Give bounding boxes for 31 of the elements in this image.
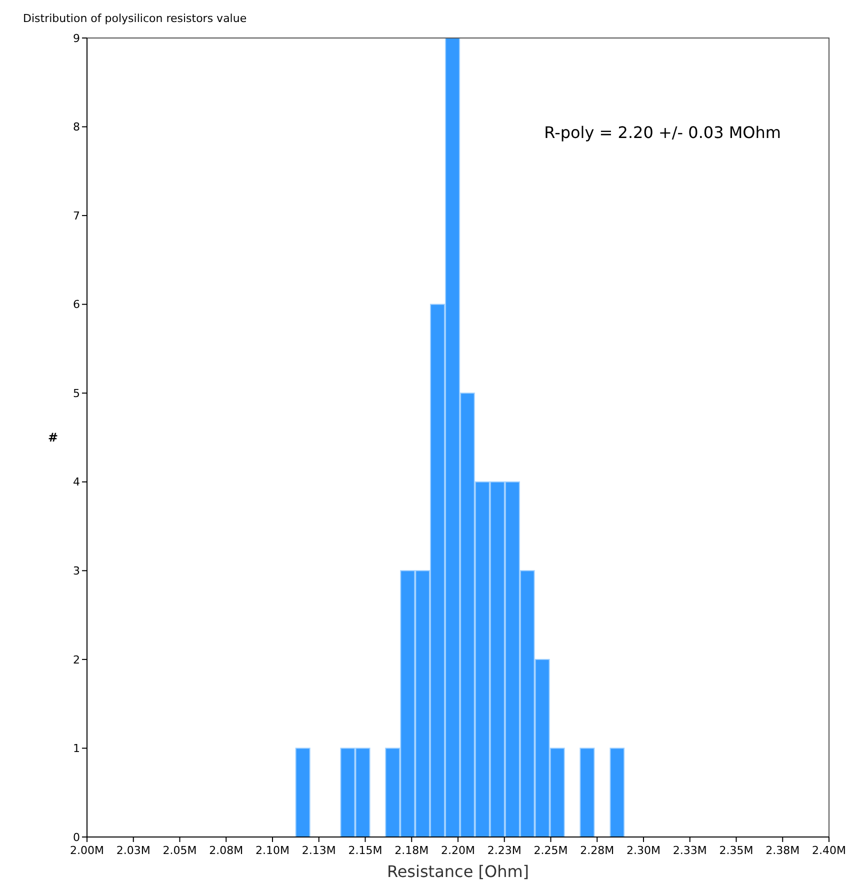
y-tick-label: 0 — [73, 830, 80, 844]
annotation: R-poly = 2.20 +/- 0.03 MOhm — [544, 123, 781, 142]
x-tick-label: 2.15M — [348, 844, 382, 857]
x-tick-label: 2.25M — [534, 844, 568, 857]
x-tick-label: 2.33M — [672, 844, 707, 857]
x-tick-label: 2.23M — [487, 844, 522, 857]
y-tick-label: 8 — [73, 120, 80, 134]
x-tick-label: 2.10M — [256, 844, 290, 857]
x-tick-label: 2.03M — [116, 844, 150, 857]
y-tick-label: 9 — [73, 32, 80, 45]
y-tick-label: 1 — [73, 742, 80, 756]
y-tick-label: 5 — [73, 386, 80, 400]
chart-title: Distribution of polysilicon resistors value — [23, 12, 247, 25]
x-tick-label: 2.08M — [209, 844, 244, 857]
x-tick-label: 2.20M — [441, 844, 475, 857]
y-tick-label: 7 — [73, 209, 80, 222]
x-tick-label: 2.30M — [626, 844, 660, 857]
x-tick-label: 2.40M — [812, 844, 846, 857]
x-tick-label: 2.28M — [580, 844, 614, 857]
x-tick-label: 2.00M — [70, 844, 104, 857]
x-tick-label: 2.38M — [766, 844, 800, 857]
x-tick-label: 2.18M — [394, 844, 429, 857]
x-tick-label: 2.05M — [162, 844, 197, 857]
x-axis-title: Resistance [Ohm] — [386, 862, 530, 881]
y-axis-title: # — [48, 430, 58, 445]
y-tick-label: 3 — [73, 564, 80, 578]
x-tick-label: 2.13M — [302, 844, 336, 857]
y-tick-label: 2 — [73, 653, 80, 666]
y-tick-label: 4 — [73, 476, 80, 489]
y-tick-label: 6 — [73, 298, 80, 312]
x-tick-label: 2.35M — [719, 844, 754, 857]
